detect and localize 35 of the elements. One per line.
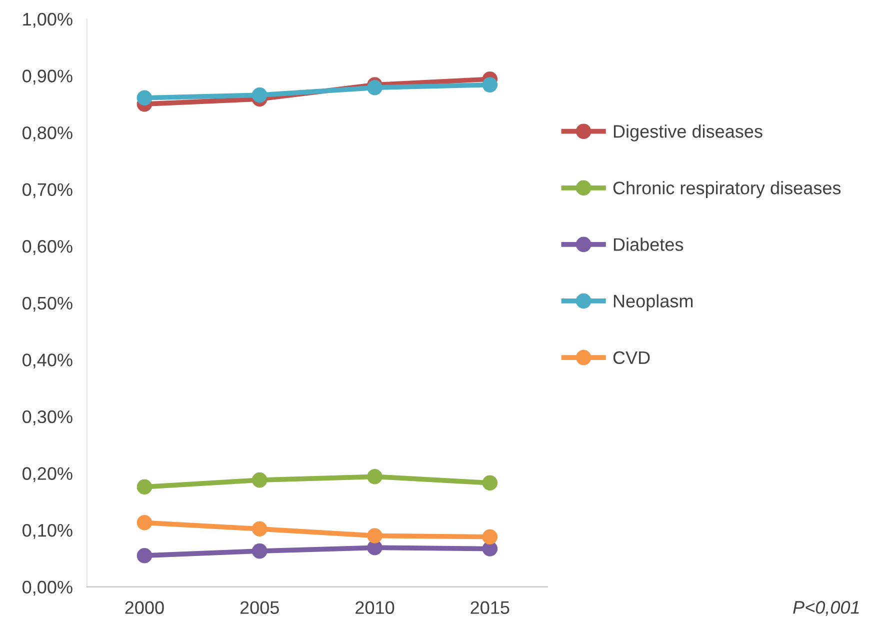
y-tick-label: 0,80% — [22, 126, 72, 142]
legend-label: Chronic respiratory diseases — [613, 181, 841, 198]
y-tick-label: 0,70% — [22, 183, 72, 198]
point — [482, 77, 498, 92]
legend-label: Digestive diseases — [614, 124, 762, 142]
point — [252, 521, 268, 537]
point — [252, 543, 268, 559]
text: P<0,001 — [793, 600, 859, 616]
y-tick-label: 0,10% — [22, 524, 72, 539]
point — [482, 475, 498, 491]
y-tick-label: 0,90% — [22, 70, 72, 85]
point — [367, 469, 382, 484]
y-tick-label: 0,20% — [22, 467, 72, 482]
x-tick-label: 2015 — [470, 601, 510, 614]
point — [136, 479, 152, 495]
point — [482, 529, 498, 544]
y-tick-label: 0,40% — [22, 354, 72, 369]
x-tick-label: 2010 — [356, 601, 394, 614]
x-tick-label: 2000 — [125, 601, 164, 614]
y-tick-label: 0,50% — [22, 296, 72, 312]
y-tick-label: 0,60% — [22, 240, 72, 255]
x-tick-label: 2005 — [240, 601, 279, 614]
point — [252, 87, 268, 103]
legend-label: Neoplasm — [614, 294, 693, 312]
point — [367, 80, 382, 96]
legend-label: Diabetes — [614, 238, 684, 251]
y-tick-label: 0,30% — [22, 410, 72, 426]
point — [136, 90, 152, 106]
point — [136, 515, 152, 530]
y-tick-label: 0,00% — [22, 580, 72, 596]
y-tick-label: 1,00% — [23, 12, 72, 28]
point — [136, 548, 152, 564]
legend-label: CVD — [613, 351, 650, 364]
point — [367, 528, 382, 544]
point — [252, 472, 268, 488]
